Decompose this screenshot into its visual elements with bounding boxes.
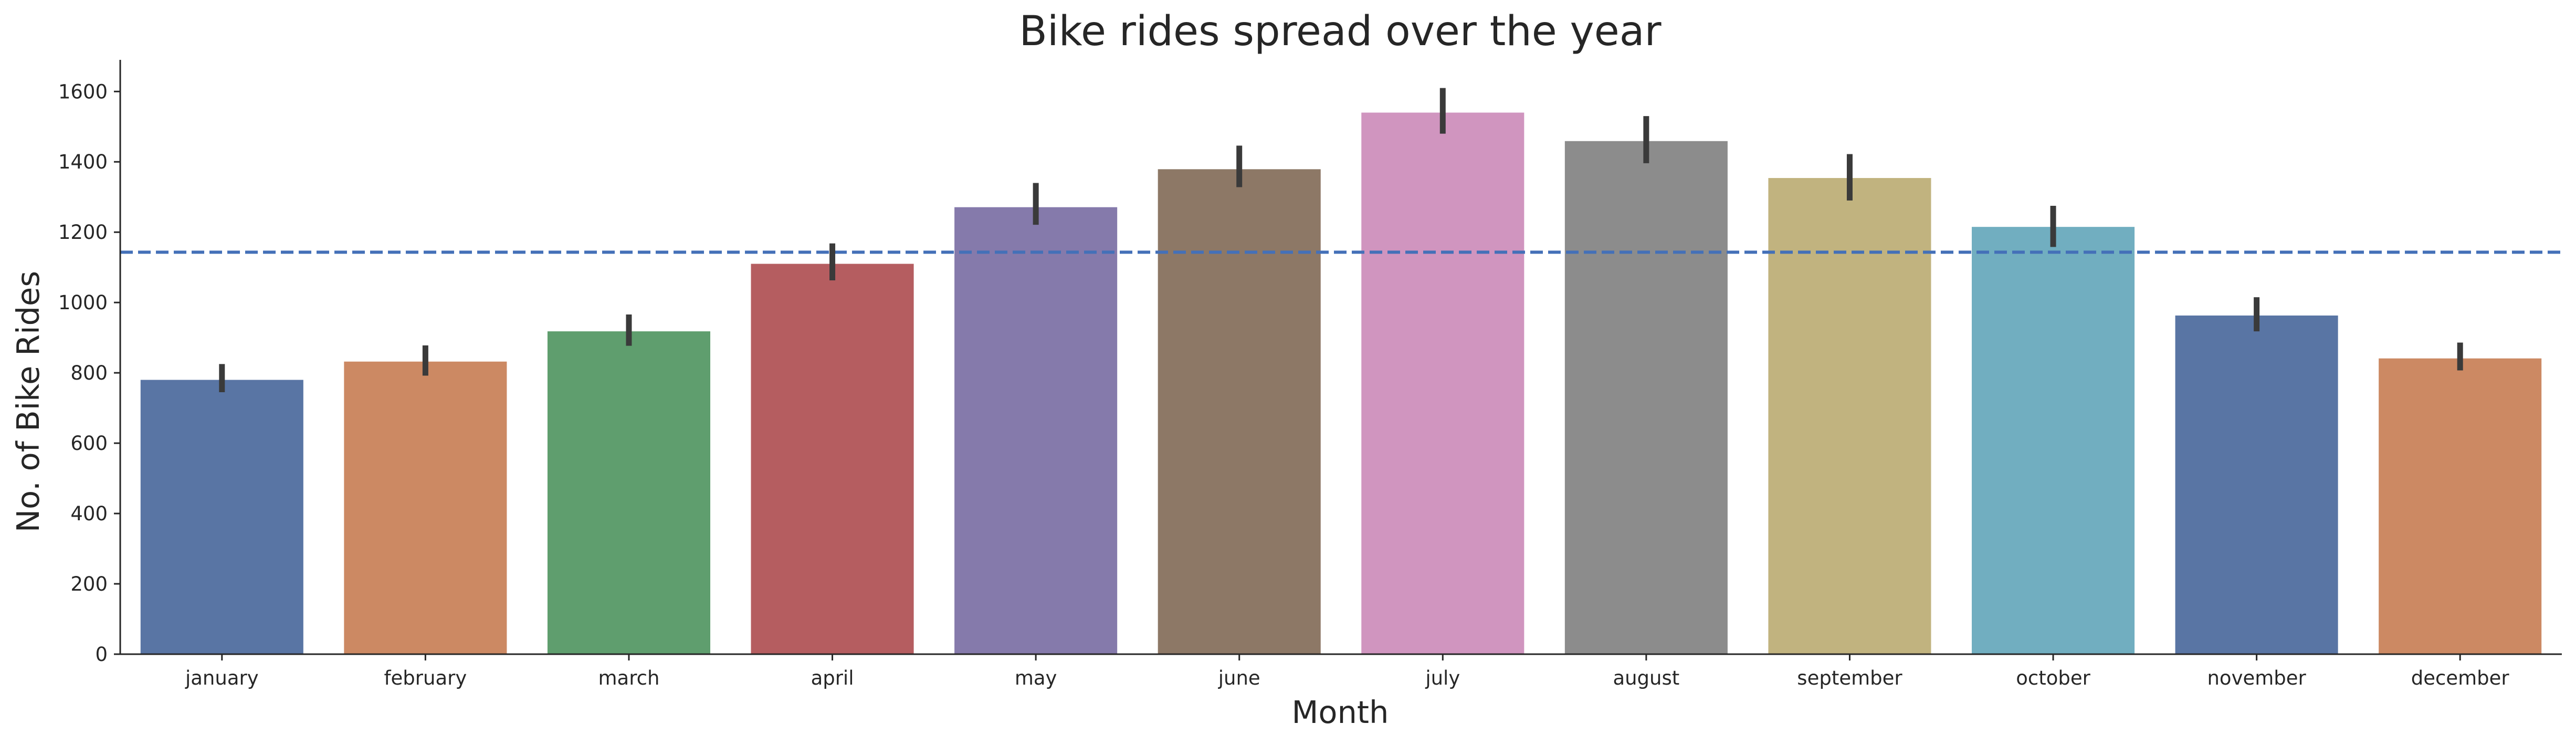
y-tick-label: 200: [70, 573, 108, 595]
bar-february: [344, 361, 507, 654]
y-tick-label: 1200: [58, 221, 108, 244]
y-axis-title: No. of Bike Rides: [10, 271, 46, 532]
x-tick-label-april: april: [811, 667, 854, 689]
y-tick-label: 600: [70, 432, 108, 455]
x-tick-label-march: march: [598, 667, 659, 689]
x-tick-label-september: september: [1797, 667, 1902, 689]
bar-january: [140, 380, 303, 654]
bar-may: [954, 207, 1118, 654]
x-tick-label-november: november: [2207, 667, 2306, 689]
bar-june: [1158, 169, 1321, 654]
bar-november: [2175, 315, 2338, 654]
x-tick-label-february: february: [384, 667, 467, 689]
x-tick-label-august: august: [1613, 667, 1679, 689]
y-tick-label: 1600: [58, 80, 108, 103]
bar-march: [547, 331, 710, 654]
y-tick-label: 1400: [58, 151, 108, 173]
x-tick-label-january: january: [185, 667, 259, 689]
bar-july: [1361, 112, 1524, 654]
y-tick-label: 800: [70, 362, 108, 384]
plot-area: 0 200 400 600 800 1000 1200 1400 1600 january febr…: [58, 60, 2562, 689]
x-axis-title: Month: [1292, 694, 1389, 730]
x-tick-label-may: may: [1015, 667, 1057, 689]
x-tick-label-july: july: [1425, 667, 1460, 689]
bar-october: [1972, 227, 2135, 655]
x-tick-label-june: june: [1218, 667, 1260, 689]
x-tick-label-october: october: [2016, 667, 2090, 689]
bar-april: [751, 264, 914, 654]
bar-september: [1768, 178, 1931, 654]
x-tick-label-december: december: [2411, 667, 2510, 689]
chart-title: Bike rides spread over the year: [1019, 8, 1662, 55]
y-tick-label: 1000: [58, 291, 108, 314]
y-tick-label: 400: [70, 502, 108, 525]
bar-december: [2379, 358, 2542, 654]
y-tick-label: 0: [95, 643, 108, 666]
bar-august: [1564, 141, 1728, 654]
